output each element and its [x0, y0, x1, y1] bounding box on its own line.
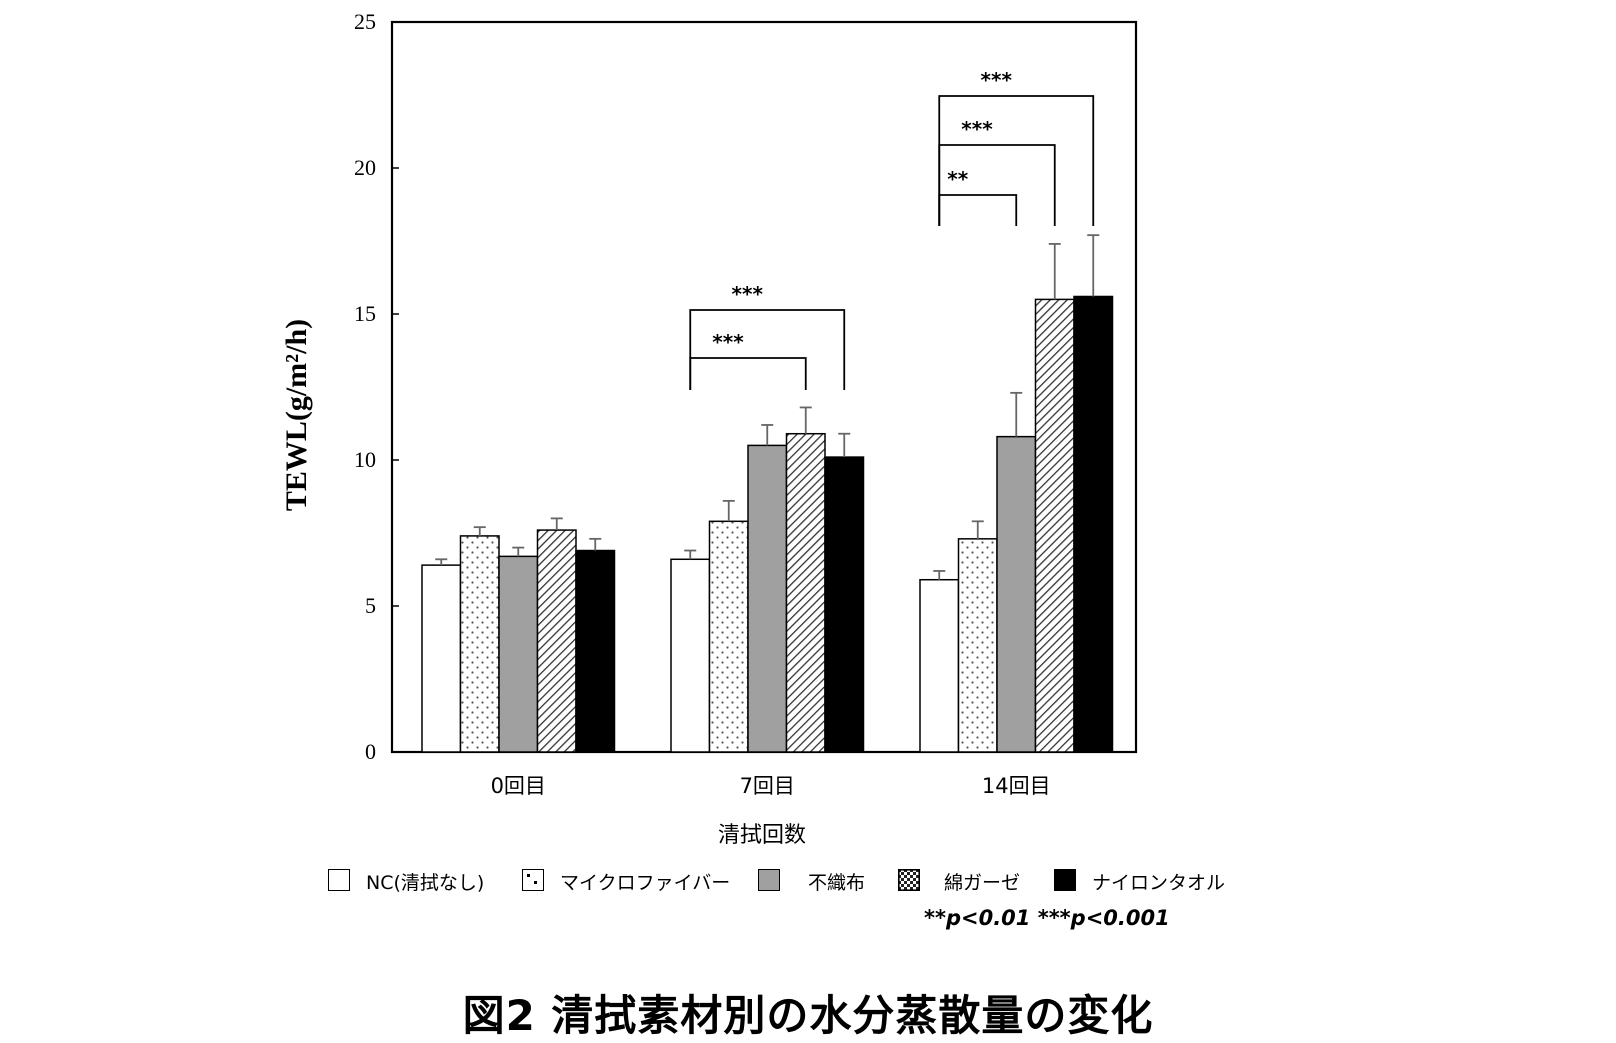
significance-label: ***: [981, 68, 1013, 92]
legend-swatch-gray: [758, 869, 780, 891]
figure-caption: 図2 清拭素材別の水分蒸散量の変化: [462, 991, 1154, 1040]
bar: [670, 558, 711, 753]
x-axis-label: 清拭回数: [718, 823, 806, 848]
x-tick-label: 14回目: [982, 774, 1051, 798]
y-tick-label: 5: [365, 593, 376, 618]
y-tick-label: 20: [354, 155, 376, 180]
bar: [1034, 298, 1075, 753]
significance-bracket: [938, 194, 1018, 226]
bar: [919, 578, 960, 753]
legend: NC(清拭なし) マイクロファイバー 不織布 綿ガーゼ ナイロンタオル: [328, 866, 1228, 896]
legend-label: 綿ガーゼ: [944, 872, 1021, 894]
x-tick-label: 7回目: [740, 774, 795, 798]
y-tick-label: 10: [354, 447, 376, 472]
legend-swatch-black: [1054, 869, 1076, 891]
legend-swatch-white: [328, 869, 350, 891]
bar: [957, 538, 998, 753]
bar: [747, 444, 788, 753]
bar: [785, 432, 826, 753]
significance-note: **p<0.01 ***p<0.001: [924, 906, 1170, 930]
significance-bracket: [689, 357, 807, 390]
y-tick-label: 25: [354, 9, 376, 34]
bar: [498, 555, 539, 753]
significance-label: ***: [961, 117, 993, 141]
legend-swatch-dots: [522, 869, 544, 891]
bar: [1073, 295, 1114, 753]
bar: [824, 456, 865, 753]
significance-label: ***: [732, 282, 764, 306]
significance-bracket: [689, 309, 846, 390]
bar: [708, 520, 749, 753]
y-tick-label: 0: [365, 739, 376, 764]
x-tick-label: 0回目: [491, 774, 546, 798]
significance-bracket: [938, 95, 1095, 226]
legend-label: NC(清拭なし): [366, 872, 485, 894]
significance-label: ***: [712, 330, 744, 354]
bar: [536, 529, 577, 753]
significance-label: **: [947, 167, 968, 191]
legend-label: 不織布: [808, 872, 866, 894]
y-axis-label: TEWL(g/m²/h): [280, 319, 313, 511]
legend-label: ナイロンタオル: [1092, 872, 1226, 894]
bar: [421, 564, 462, 753]
legend-swatch-check: [898, 869, 920, 891]
y-tick-label: 15: [354, 301, 376, 326]
bar: [575, 549, 616, 753]
bar: [459, 535, 500, 753]
bar: [996, 435, 1037, 753]
legend-label: マイクロファイバー: [560, 872, 731, 894]
